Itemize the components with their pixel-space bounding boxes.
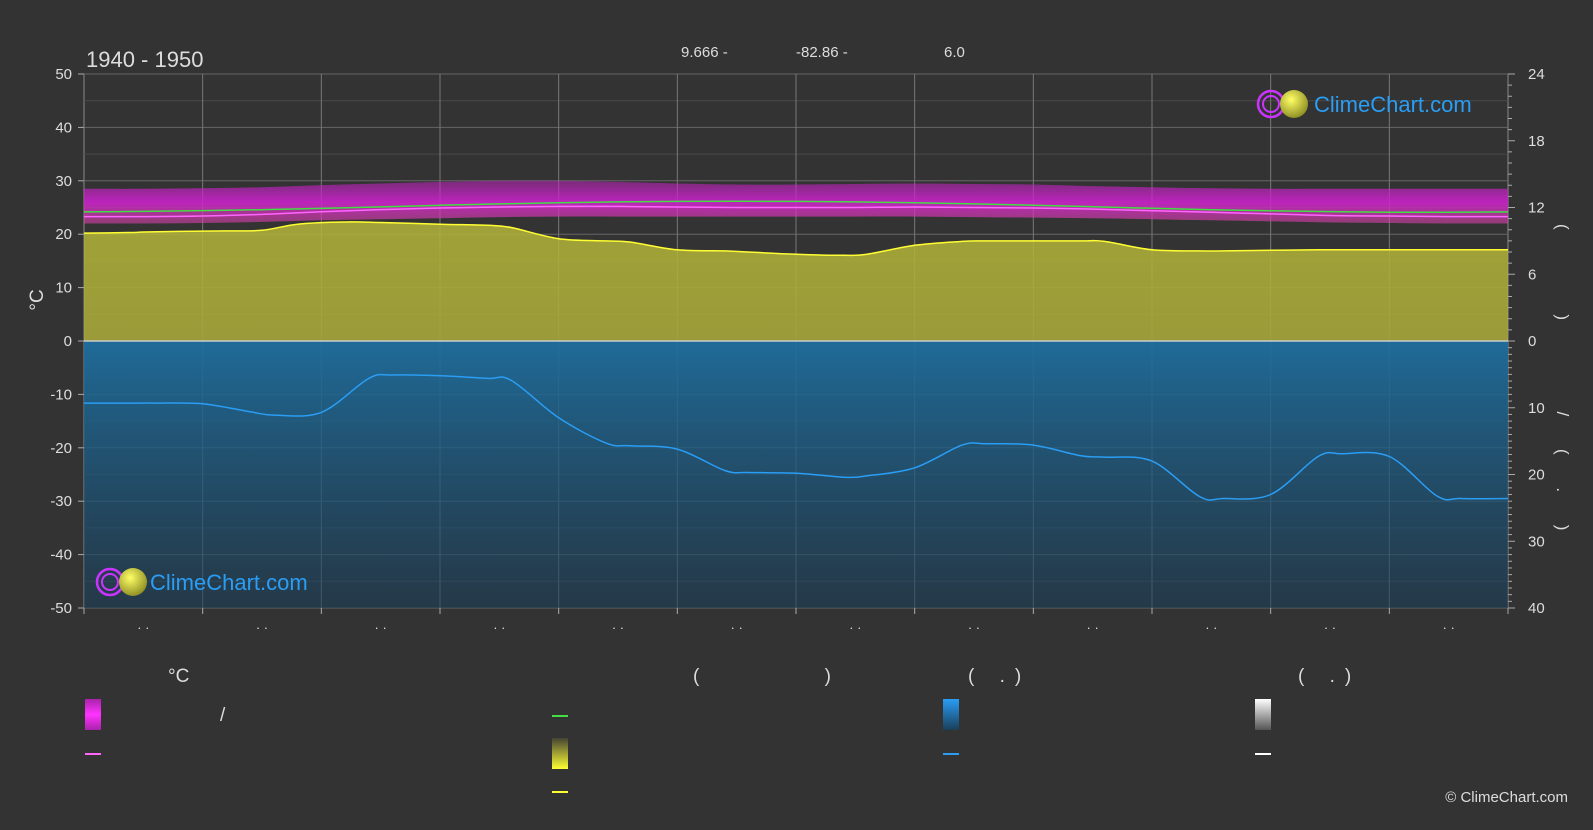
temperature-mean-line [84, 205, 1508, 218]
left-axis-tick-label: -10 [50, 386, 72, 403]
chart-title: 1940 - 1950 [86, 47, 203, 72]
legend-sunshine-swatch [552, 738, 568, 769]
x-axis-tick-label: · · [493, 620, 505, 635]
left-axis-tick-label: 30 [55, 173, 72, 190]
right-axis-tick-label: 12 [1528, 200, 1545, 217]
x-axis-tick-label: · · [137, 620, 149, 635]
logo-text: ClimeChart.com [1314, 92, 1472, 117]
copyright[interactable]: © ClimeChart.com [1445, 789, 1568, 806]
right-axis-tick-label: 6 [1528, 266, 1536, 283]
legend-temp-separator: / [220, 705, 226, 726]
x-axis-tick-label: · · [1205, 620, 1217, 635]
x-axis-tick-label: · · [731, 620, 743, 635]
legend: °C ( ) ( .) ( .) / [85, 666, 1361, 793]
x-axis-tick-label: · · [1443, 620, 1455, 635]
x-axis-tick-label: · · [375, 620, 387, 635]
right-axis-tick-label: 0 [1528, 333, 1536, 350]
logo-sun-icon [119, 568, 147, 596]
precipitation-area [84, 341, 1508, 608]
left-axis-tick-label: -20 [50, 440, 72, 457]
left-axis-tick-label: 20 [55, 226, 72, 243]
right-axis-tick-label: 40 [1528, 600, 1545, 617]
precipitation-line [84, 373, 1508, 501]
left-axis-tick-label: -30 [50, 493, 72, 510]
logo-ring-inner-icon [1262, 95, 1280, 113]
right-axis-title-top: ( ) [1553, 224, 1572, 360]
sunshine-line [84, 221, 1508, 257]
right-axis-tick-label: 18 [1528, 133, 1545, 150]
legend-temp-range-swatch [85, 699, 101, 730]
sunshine-area [84, 221, 1508, 341]
left-axis-tick-label: -50 [50, 600, 72, 617]
left-axis-tick-label: 0 [64, 333, 72, 350]
left-axis-tick-label: 50 [55, 66, 72, 83]
right-axis-tick-label: 24 [1528, 66, 1545, 83]
daylight-line [84, 200, 1508, 214]
x-axis-tick-label: · · [1324, 620, 1336, 635]
latitude-label: 9.666 - [681, 44, 728, 61]
left-axis-tick-label: 40 [55, 119, 72, 136]
axes: 50 40 30 20 10 0 -10 -20 -30 -40 -50 24 18 12 6 0 10 20 30… [50, 66, 1544, 635]
legend-snow-swatch [1255, 699, 1271, 730]
right-axis-tick-label: 30 [1528, 533, 1545, 550]
logo-text: ClimeChart.com [150, 570, 308, 595]
brand-logo-bottom[interactable]: ClimeChart.com [95, 567, 308, 597]
right-axis-tick-label: 20 [1528, 467, 1545, 484]
logo-sun-icon [1280, 90, 1308, 118]
x-axis-tick-label: · · [968, 620, 980, 635]
elevation-label: 6.0 [944, 44, 965, 61]
right-axis-tick-label: 10 [1528, 400, 1545, 417]
legend-temp-header: °C [168, 666, 189, 687]
longitude-label: -82.86 - [796, 44, 848, 61]
data-layer [84, 180, 1508, 608]
x-axis-tick-label: · · [1087, 620, 1099, 635]
legend-snow-header: ( .) [1298, 666, 1361, 687]
legend-rain-header: ( .) [968, 666, 1031, 687]
right-axis-title-bottom: / ( . ) [1553, 412, 1572, 545]
x-axis-tick-label: · · [849, 620, 861, 635]
left-axis-tick-label: 10 [55, 280, 72, 297]
left-axis-title: °C [27, 289, 48, 310]
x-axis-tick-label: · · [612, 620, 624, 635]
left-axis-tick-label: -40 [50, 547, 72, 564]
logo-ring-inner-icon [101, 573, 119, 591]
legend-sun-header: ( ) [693, 666, 891, 687]
brand-logo-top[interactable]: ClimeChart.com [1256, 89, 1472, 119]
x-axis-tick-label: · · [256, 620, 268, 635]
legend-rain-swatch [943, 699, 959, 730]
